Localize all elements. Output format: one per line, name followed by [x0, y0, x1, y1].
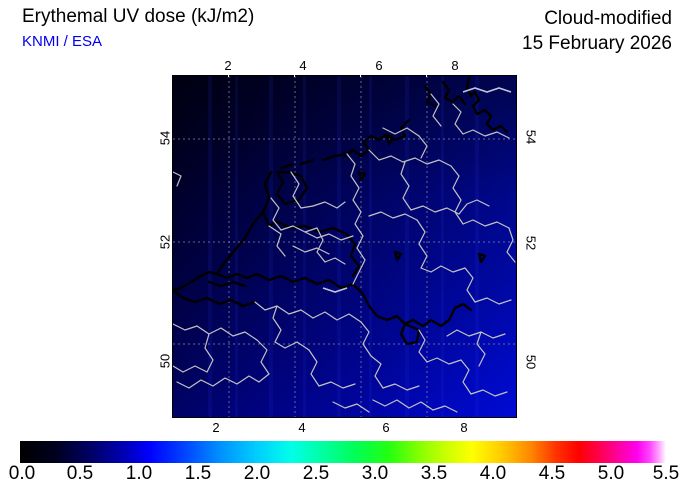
axis-tick-right-52: 52 [523, 235, 539, 251]
colorbar-tick-1: 0.5 [66, 463, 94, 484]
colorbar-labels: 0.0 0.5 1.0 1.5 2.0 2.5 3.0 3.5 4.0 4.5 … [0, 463, 686, 489]
colorbar-tick-4: 2.0 [243, 463, 271, 484]
axis-tick-bottom-4: 4 [298, 420, 306, 435]
colorbar[interactable] [20, 441, 666, 463]
colorbar-tick-10: 5.0 [597, 463, 625, 484]
axis-tick-right-50: 50 [523, 354, 539, 370]
map-canvas [173, 76, 516, 417]
tickmark-top-6 [360, 72, 361, 77]
axis-tick-bottom-8: 8 [460, 420, 468, 435]
axis-tick-left-50: 50 [157, 353, 173, 369]
colorbar-tick-11: 5.5 [652, 463, 680, 484]
axis-tick-bottom-6: 6 [382, 420, 390, 435]
axis-tick-top-4: 4 [299, 58, 307, 73]
axis-tick-left-54: 54 [157, 130, 173, 146]
tickmark-top-8 [426, 72, 427, 77]
colorbar-tick-2: 1.0 [125, 463, 153, 484]
axis-tick-bottom-2: 2 [212, 420, 220, 435]
tickmark-top-4 [294, 72, 295, 77]
axis-tick-top-8: 8 [451, 58, 459, 73]
subtitle-mode: Cloud-modified [544, 8, 672, 29]
axis-tick-top-6: 6 [375, 58, 383, 73]
axis-tick-right-54: 54 [523, 129, 539, 145]
subtitle-date: 15 February 2026 [522, 33, 672, 54]
credit-line: KNMI / ESA [22, 33, 103, 50]
colorbar-tick-9: 4.5 [538, 463, 566, 484]
colorbar-tick-3: 1.5 [184, 463, 212, 484]
colorbar-tick-8: 4.0 [479, 463, 507, 484]
colorbar-gradient [20, 441, 666, 463]
colorbar-tick-7: 3.5 [420, 463, 448, 484]
colorbar-tick-5: 2.5 [302, 463, 330, 484]
colorbar-tick-6: 3.0 [361, 463, 389, 484]
page-title: Erythemal UV dose (kJ/m2) [22, 6, 255, 27]
tickmark-top-2 [228, 72, 229, 77]
axis-tick-left-52: 52 [157, 234, 173, 250]
uv-dose-map[interactable] [172, 75, 517, 418]
header-right-block: Cloud-modified 15 February 2026 [522, 6, 672, 56]
axis-tick-top-2: 2 [224, 58, 232, 73]
colorbar-tick-0: 0.0 [8, 463, 36, 484]
